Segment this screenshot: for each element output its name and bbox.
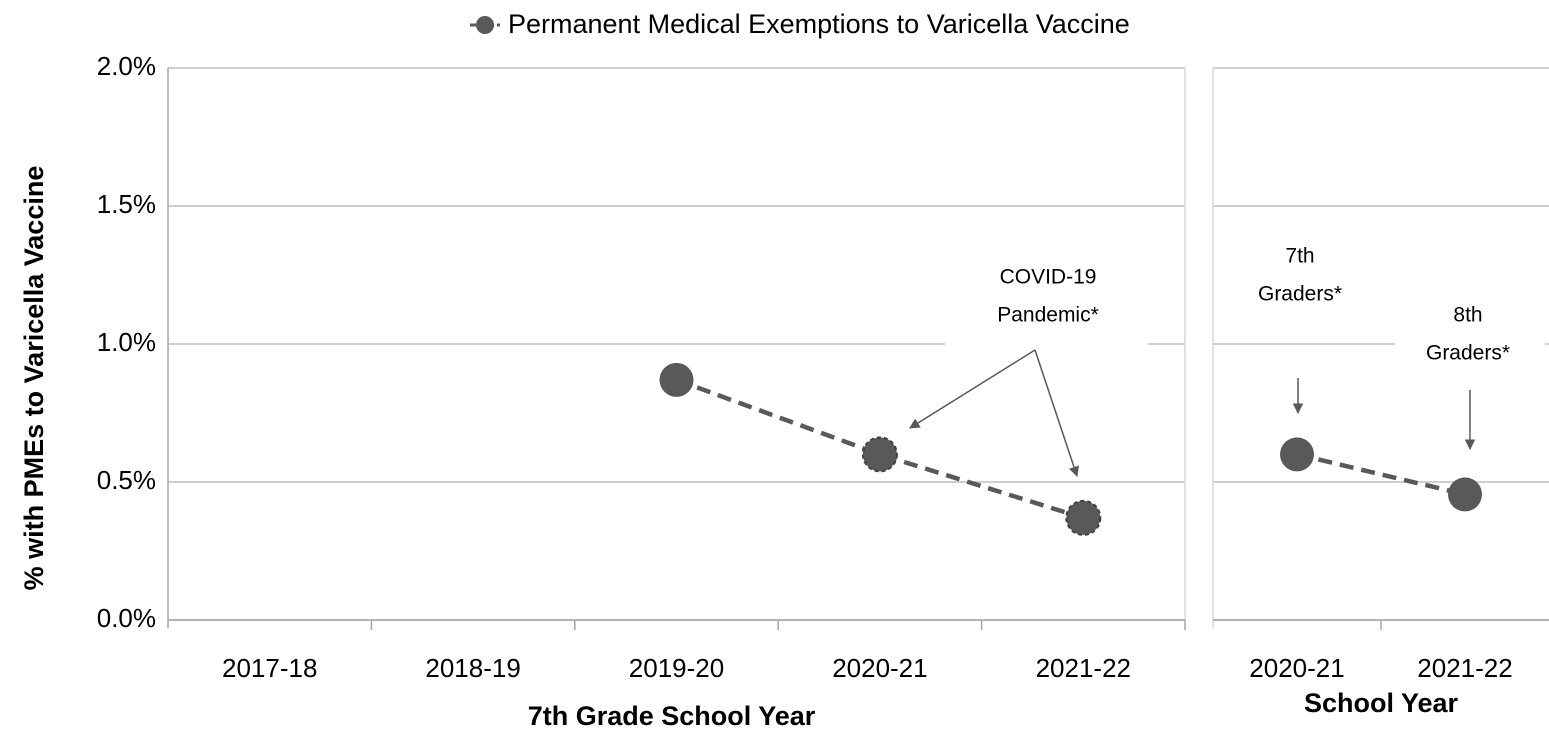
annotation: 7th: [1285, 245, 1314, 268]
series-line: [675, 377, 1084, 521]
annotation-background: [1395, 295, 1545, 375]
y-tick-label: 2.0%: [97, 51, 156, 81]
x-tick-label: 2020-21: [1249, 653, 1344, 683]
annotation-arrow: [909, 349, 1036, 429]
annotation-background: [1230, 235, 1370, 320]
y-axis-title: % with PMEs to Varicella Vaccine: [19, 166, 49, 591]
x-tick-label: 2018-19: [425, 653, 520, 683]
data-point: [1065, 499, 1102, 536]
y-tick-label: 0.0%: [97, 603, 156, 633]
annotation: Graders*: [1426, 342, 1510, 365]
data-point: [659, 362, 694, 397]
x-tick-label: 2017-18: [222, 653, 317, 683]
y-tick-label: 1.5%: [97, 189, 156, 219]
annotation-background: [945, 255, 1148, 350]
x-tick-label: 2021-22: [1036, 653, 1131, 683]
annotation: 8th: [1453, 304, 1482, 327]
data-point: [1280, 437, 1314, 472]
x-axis-title: 7th Grade School Year: [528, 701, 816, 731]
annotation: COVID-19: [1000, 266, 1097, 289]
annotation-arrow: [1034, 349, 1079, 477]
legend-label: Permanent Medical Exemptions to Varicell…: [508, 9, 1130, 39]
x-tick-label: 2020-21: [832, 653, 927, 683]
x-tick-label: 2019-20: [629, 653, 724, 683]
data-point: [1448, 477, 1482, 512]
x-axis-title: School Year: [1304, 688, 1459, 718]
annotation: Pandemic*: [997, 304, 1099, 327]
x-tick-label: 2021-22: [1417, 653, 1512, 683]
y-tick-label: 1.0%: [97, 327, 156, 357]
legend-marker: [476, 16, 494, 34]
y-tick-label: 0.5%: [97, 465, 156, 495]
data-point: [861, 436, 898, 473]
annotation: Graders*: [1258, 283, 1342, 306]
series-line: [1296, 452, 1466, 497]
